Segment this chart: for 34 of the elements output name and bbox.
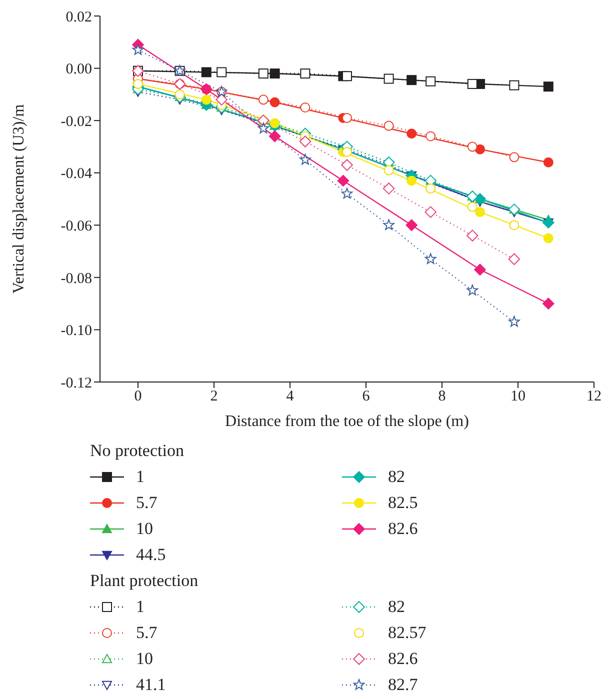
legend-label: 82: [388, 596, 405, 618]
y-tick-label: 0.02: [66, 9, 92, 26]
legend-label: 44.5: [136, 544, 166, 566]
legend-label: 82: [388, 466, 405, 488]
legend-label: 41.1: [136, 674, 166, 696]
legend-label: 82.5: [388, 492, 418, 514]
y-tick-label: -0.08: [60, 270, 92, 287]
legend-label: 82.57: [388, 622, 426, 644]
legend-label: 1: [136, 466, 144, 488]
y-tick-label: -0.06: [60, 218, 92, 234]
x-tick-label: 4: [286, 388, 294, 405]
x-tick-label: 2: [210, 388, 218, 405]
x-tick-label: 0: [134, 388, 142, 405]
y-tick-label: -0.02: [60, 114, 92, 130]
x-axis-title: Distance from the toe of the slope (m): [225, 413, 469, 430]
y-tick-label: -0.10: [60, 323, 92, 340]
y-tick-label: 0.00: [66, 62, 92, 78]
legend-label: 5.7: [136, 492, 158, 514]
y-axis-title: Vertical displacement (U3)/m: [10, 104, 28, 294]
legend-label: 10: [136, 518, 153, 540]
text: Plant protection: [90, 570, 200, 592]
legend-label: 10: [136, 648, 153, 670]
x-tick-label: 8: [438, 388, 446, 405]
y-tick-label: -0.04: [60, 166, 92, 182]
legend-label: 82.6: [388, 518, 418, 540]
x-tick-label: 12: [586, 388, 602, 405]
legend-label: 82.6: [388, 648, 418, 670]
x-tick-label: 6: [362, 388, 370, 405]
text: No protection: [90, 440, 185, 462]
legend-label: 1: [136, 596, 144, 618]
legend-label: 82.7: [388, 674, 418, 696]
legend-label: 5.7: [136, 622, 158, 644]
x-tick-label: 10: [510, 388, 526, 405]
y-tick-label: -0.12: [60, 375, 92, 392]
